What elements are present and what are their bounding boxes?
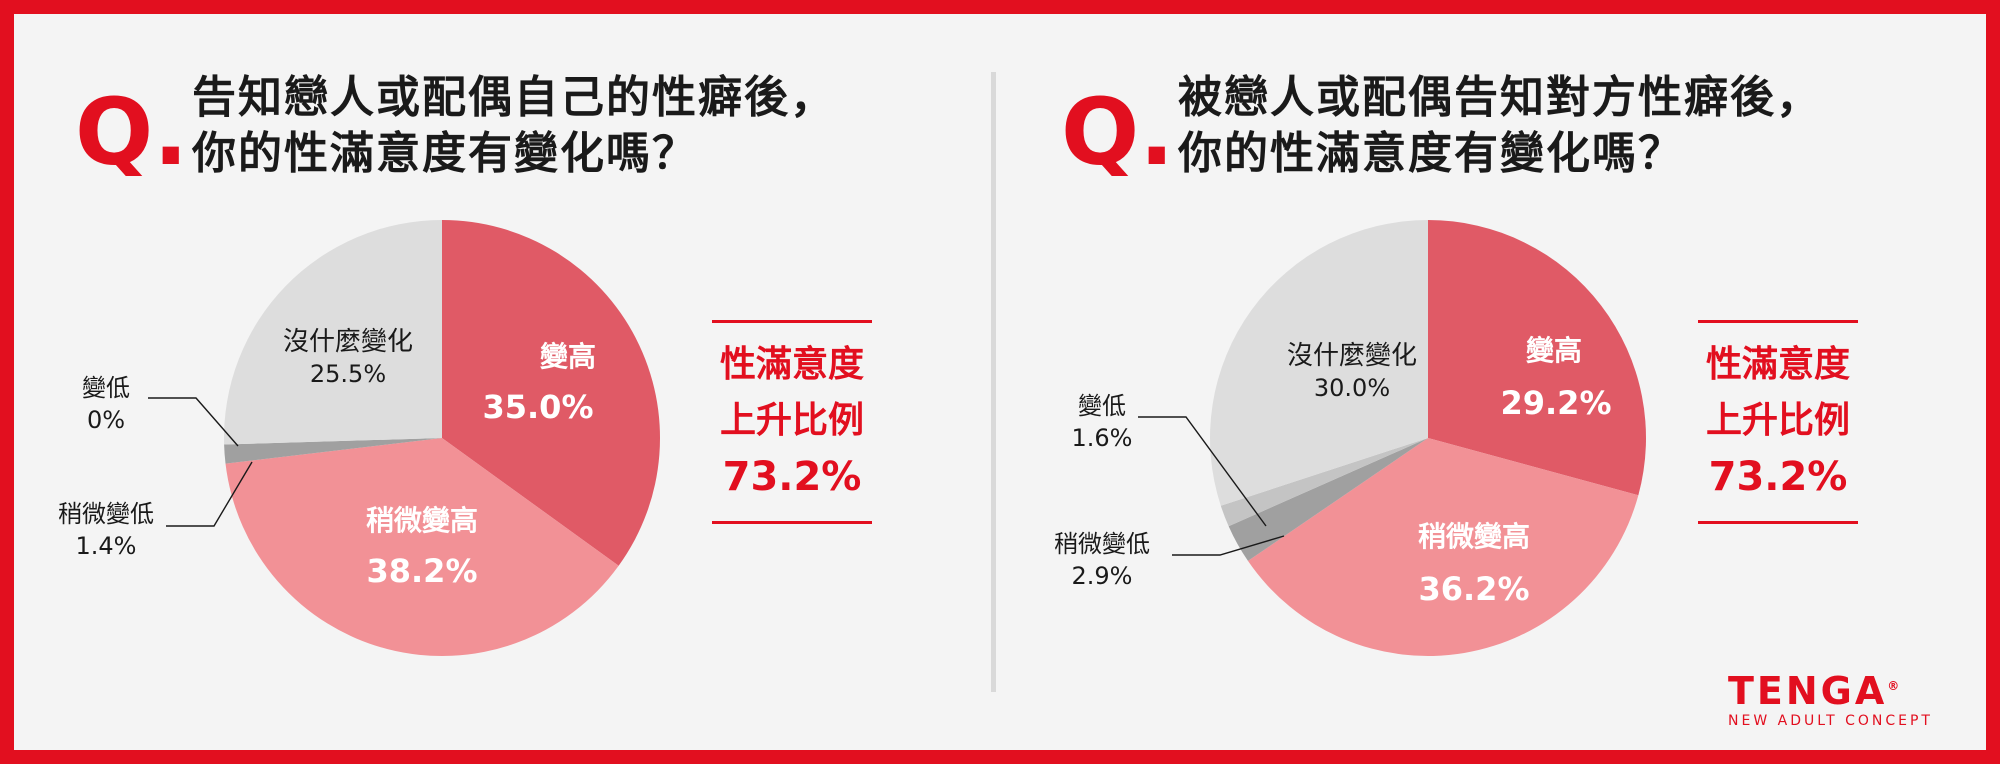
question-line-2: 你的性滿意度有變化嗎？ — [192, 128, 698, 179]
panel-left: Q. 告知戀人或配偶自己的性癖後， 你的性滿意度有變化嗎？ 變高 35.0% 稍微變… — [14, 14, 1000, 750]
slice-label-slightly-decreased: 稍微變低 — [1054, 530, 1150, 558]
pie-slice-slightly-decreased — [224, 438, 442, 464]
slice-label-increased: 變高 — [540, 340, 596, 373]
divider-line — [712, 521, 872, 524]
callout-line-decreased — [148, 397, 239, 447]
pie-slice-no-change — [1210, 220, 1428, 506]
slice-label-decreased: 變低 — [82, 374, 130, 402]
slice-label-slightly-increased: 稍微變高 — [1418, 520, 1530, 553]
stat-value: 73.2% — [1708, 454, 1848, 500]
q-mark-text: Q. — [1061, 86, 1165, 176]
slice-value-decreased: 0% — [87, 406, 125, 434]
stat-label-line-2: 上升比例 — [719, 400, 864, 441]
slice-value-slightly-increased: 36.2% — [1418, 570, 1529, 608]
divider-line — [1698, 521, 1858, 524]
pie-chart: 變高 29.2% 稍微變高 36.2% 稍微變低 2.9% 變低 1.6% 沒什麼變化 30.0% — [1054, 219, 1647, 657]
slice-value-increased: 35.0% — [482, 388, 593, 426]
satisfaction-rise-box: 性滿意度 上升比例 73.2% — [1698, 320, 1858, 524]
slice-value-no-change: 25.5% — [310, 360, 386, 388]
pie-slice-slightly-increased — [225, 438, 619, 657]
satisfaction-rise-box: 性滿意度 上升比例 73.2% — [712, 320, 872, 524]
pie-slice-slightly-decreased — [1228, 438, 1428, 561]
pie-chart: 變高 35.0% 稍微變高 38.2% 稍微變低 1.4% 變低 0% 沒什麼變化 25.5% — [58, 220, 661, 657]
question-title: 告知戀人或配偶自己的性癖後， 你的性滿意度有變化嗎？ — [192, 70, 836, 182]
pie-slice-slightly-increased — [1247, 438, 1639, 657]
question-line-1: 告知戀人或配偶自己的性癖後， — [192, 72, 836, 123]
slice-value-no-change: 30.0% — [1314, 374, 1390, 402]
slice-label-slightly-decreased: 稍微變低 — [58, 500, 154, 528]
callout-line-slightly-decreased — [1172, 535, 1285, 556]
divider-line — [712, 320, 872, 323]
q-mark-text: Q. — [75, 86, 179, 176]
infographic-frame: Q. 告知戀人或配偶自己的性癖後， 你的性滿意度有變化嗎？ 變高 35.0% 稍微變… — [14, 14, 1986, 750]
registered-mark: ® — [1887, 679, 1900, 693]
brand-tagline: NEW ADULT CONCEPT — [1728, 713, 1933, 729]
stat-label-line-2: 上升比例 — [1705, 400, 1850, 441]
pie-slice-increased — [1428, 219, 1647, 496]
slice-label-decreased: 變低 — [1078, 392, 1126, 420]
slice-label-slightly-increased: 稍微變高 — [366, 504, 478, 537]
divider-line — [1698, 320, 1858, 323]
tenga-logo: TENGA® NEW ADULT CONCEPT — [1728, 666, 1948, 732]
slice-label-increased: 變高 — [1526, 334, 1582, 367]
pie-slice-no-change — [224, 220, 442, 445]
panel-right: Q. 被戀人或配偶告知對方性癖後， 你的性滿意度有變化嗎？ 變高 29.2% 稍微變… — [1000, 14, 1986, 750]
pie-slice-decreased — [1220, 438, 1428, 527]
brand-text: TENGA — [1728, 669, 1888, 713]
question-line-2: 你的性滿意度有變化嗎？ — [1178, 128, 1684, 179]
panel-divider — [991, 72, 996, 692]
callout-line-decreased — [1138, 416, 1267, 527]
pie-slice-increased — [442, 220, 661, 566]
stat-label-line-1: 性滿意度 — [1705, 344, 1850, 385]
q-mark-icon: Q. — [1061, 86, 1165, 176]
slice-label-no-change: 沒什麼變化 — [283, 327, 413, 357]
slice-value-increased: 29.2% — [1500, 384, 1611, 422]
slice-label-no-change: 沒什麼變化 — [1287, 341, 1417, 371]
slice-value-decreased: 1.6% — [1072, 424, 1133, 452]
slice-value-slightly-decreased: 1.4% — [76, 532, 137, 560]
slice-value-slightly-decreased: 2.9% — [1072, 562, 1133, 590]
question-line-1: 被戀人或配偶告知對方性癖後， — [1178, 72, 1822, 123]
callout-line-slightly-decreased — [166, 461, 253, 527]
brand-name: TENGA® — [1728, 666, 1948, 711]
stat-label-line-1: 性滿意度 — [719, 344, 864, 385]
question-title: 被戀人或配偶告知對方性癖後， 你的性滿意度有變化嗎？ — [1178, 70, 1822, 182]
stat-value: 73.2% — [722, 454, 862, 500]
slice-value-slightly-increased: 38.2% — [366, 552, 477, 590]
q-mark-icon: Q. — [75, 86, 179, 176]
